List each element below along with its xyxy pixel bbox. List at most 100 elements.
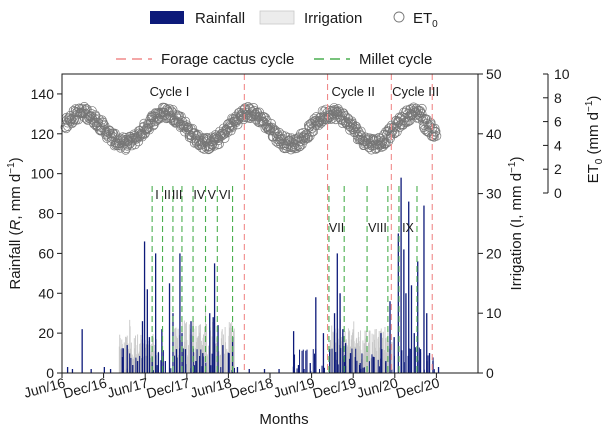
- rainfall-bar: [333, 313, 336, 373]
- legend: Rainfall Irrigation ET0 Forage cactus cycle…: [116, 10, 438, 68]
- et0-point: [199, 144, 209, 154]
- rainfall-bar: [202, 353, 204, 373]
- et0-point: [400, 117, 410, 127]
- rainfall-bar: [400, 177, 402, 373]
- millet-cycle-label: VIII: [368, 221, 387, 235]
- rainfall-bar: [349, 353, 352, 373]
- legend-rainfall-swatch: [150, 11, 184, 24]
- rainfall-bar: [401, 350, 403, 373]
- et0-point: [302, 132, 313, 143]
- rainfall-bar: [344, 343, 347, 373]
- irrigation-bar: [193, 328, 195, 373]
- irrigation-bar: [186, 355, 188, 373]
- irrigation-tick-label: 30: [486, 186, 502, 202]
- rainfall-bar: [418, 347, 420, 373]
- et0-point: [322, 115, 332, 125]
- et0-point: [364, 142, 375, 153]
- et0-point: [345, 125, 355, 135]
- rainfall-bar: [161, 329, 163, 373]
- x-axis-label: Months: [259, 411, 308, 428]
- et0-point: [117, 135, 127, 146]
- rainfall-bar: [143, 241, 146, 373]
- rainfall-bar: [322, 333, 325, 373]
- irrigation-bar: [360, 358, 362, 373]
- irrigation-bar: [195, 341, 197, 373]
- et0-point: [283, 132, 293, 143]
- irrigation-bar: [383, 350, 385, 373]
- rainfall-bar: [348, 358, 350, 373]
- rainfall-bar: [71, 369, 74, 373]
- rainfall-axis-label: Rainfall (R, mm d−1): [6, 157, 24, 289]
- irrigation-bar: [180, 340, 182, 373]
- rainfall-bar: [141, 358, 143, 373]
- x-tick-label: Jun/20: [355, 374, 400, 400]
- et0-tick-label: 2: [554, 161, 562, 177]
- et0-point: [183, 122, 193, 133]
- irrigation-bar: [376, 351, 378, 373]
- rainfall-bar: [336, 359, 338, 373]
- et0-point: [307, 127, 317, 137]
- et0-point: [293, 140, 303, 150]
- irrigation-bar: [337, 338, 339, 373]
- rainfall-bar: [315, 348, 317, 373]
- rainfall-bar: [355, 348, 357, 373]
- legend-et0-label: ET0: [413, 10, 438, 30]
- rainfall-bar: [303, 369, 305, 373]
- rainfall-bar: [415, 347, 417, 373]
- et0-point: [308, 126, 319, 137]
- rainfall-bar: [359, 363, 361, 373]
- et0-point: [417, 109, 427, 119]
- et0-point: [405, 115, 415, 126]
- irrigation-bar: [229, 327, 231, 373]
- irrigation-bar: [203, 334, 204, 373]
- rainfall-bar: [103, 367, 105, 373]
- rainfall-bar: [149, 357, 151, 373]
- rainfall-bar: [211, 353, 213, 373]
- rainfall-bar: [432, 357, 434, 373]
- irrigation-bar: [199, 332, 201, 373]
- legend-forage-label: Forage cactus cycle: [161, 51, 294, 68]
- irrigation-bar: [130, 342, 132, 373]
- rainfall-bar: [297, 365, 300, 373]
- irrigation-bar: [368, 330, 370, 373]
- rainfall-tick-label: 80: [38, 206, 54, 222]
- rainfall-tick-label: 40: [38, 285, 54, 301]
- rainfall-bar: [373, 357, 375, 373]
- et0-point: [267, 122, 277, 133]
- irrigation-bar: [188, 324, 190, 373]
- et0-point: [212, 140, 223, 150]
- irrigation-bar: [131, 354, 133, 373]
- crop-cycle-label: Cycle III: [392, 84, 439, 99]
- crop-cycle-label: Cycle II: [332, 84, 375, 99]
- irrigation-bar: [177, 328, 179, 373]
- rainfall-bar: [343, 355, 345, 373]
- rainfall-bar: [263, 369, 266, 373]
- rainfall-bar: [214, 349, 216, 373]
- rainfall-bar: [160, 360, 162, 373]
- rainfall-bar: [130, 357, 132, 373]
- rainfall-bar: [152, 370, 154, 373]
- millet-cycle-label: III: [172, 188, 182, 202]
- et0-point: [397, 119, 408, 130]
- rainfall-bar: [371, 354, 373, 373]
- rainfall-tick-label: 60: [38, 245, 54, 261]
- rainfall-bar: [66, 367, 69, 373]
- millet-cycle-label: V: [208, 188, 217, 202]
- rainfall-bar: [155, 355, 157, 373]
- rainfall-bar: [200, 349, 202, 373]
- rainfall-bar: [410, 285, 413, 373]
- rainfall-bar: [351, 348, 353, 373]
- rainfall-bar: [403, 249, 405, 373]
- et0-point: [259, 112, 269, 122]
- et0-point: [271, 136, 281, 147]
- rainfall-bar: [146, 355, 148, 373]
- rainfall-bar: [381, 349, 383, 373]
- rainfall-bar: [184, 349, 187, 373]
- rainfall-bar: [132, 365, 134, 373]
- irrigation-bar: [204, 326, 206, 373]
- et0-point: [327, 105, 338, 116]
- et0-point: [294, 142, 304, 152]
- rainfall-bar: [358, 364, 360, 373]
- rainfall-bar: [170, 368, 172, 373]
